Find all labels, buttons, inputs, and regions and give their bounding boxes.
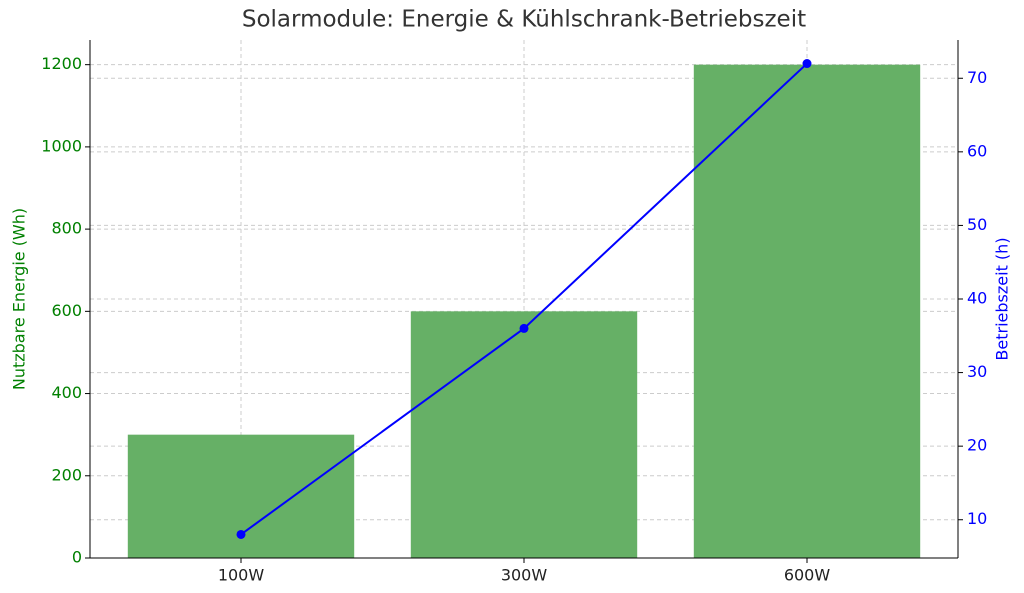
y2-tick-label: 60 [967,141,987,160]
y2-tick-label: 20 [967,436,987,455]
y2-tick-label: 70 [967,68,987,87]
y-tick-label: 1000 [41,136,82,155]
y2-tick-label: 30 [967,362,987,381]
y-tick-label: 400 [51,383,82,402]
x-tick-label: 100W [218,566,265,585]
y-axis-label: Nutzbare Energie (Wh) [10,208,29,390]
bar [127,434,355,558]
x-tick-label: 300W [501,566,548,585]
y-tick-label: 600 [51,301,82,320]
point [519,323,529,333]
y-tick-label: 800 [51,219,82,238]
y2-tick-label: 10 [967,509,987,528]
point [236,529,246,539]
chart-title: Solarmodule: Energie & Kühlschrank-Betri… [242,7,806,33]
y-tick-label: 1200 [41,54,82,73]
y2-tick-label: 40 [967,289,987,308]
y-tick-label: 200 [51,465,82,484]
y2-axis-label: Betriebszeit (h) [993,237,1012,360]
x-tick-label: 600W [784,566,831,585]
bar [410,311,638,558]
point [802,59,812,69]
bar [693,64,921,559]
y-tick-label: 0 [72,548,82,567]
y2-tick-label: 50 [967,215,987,234]
